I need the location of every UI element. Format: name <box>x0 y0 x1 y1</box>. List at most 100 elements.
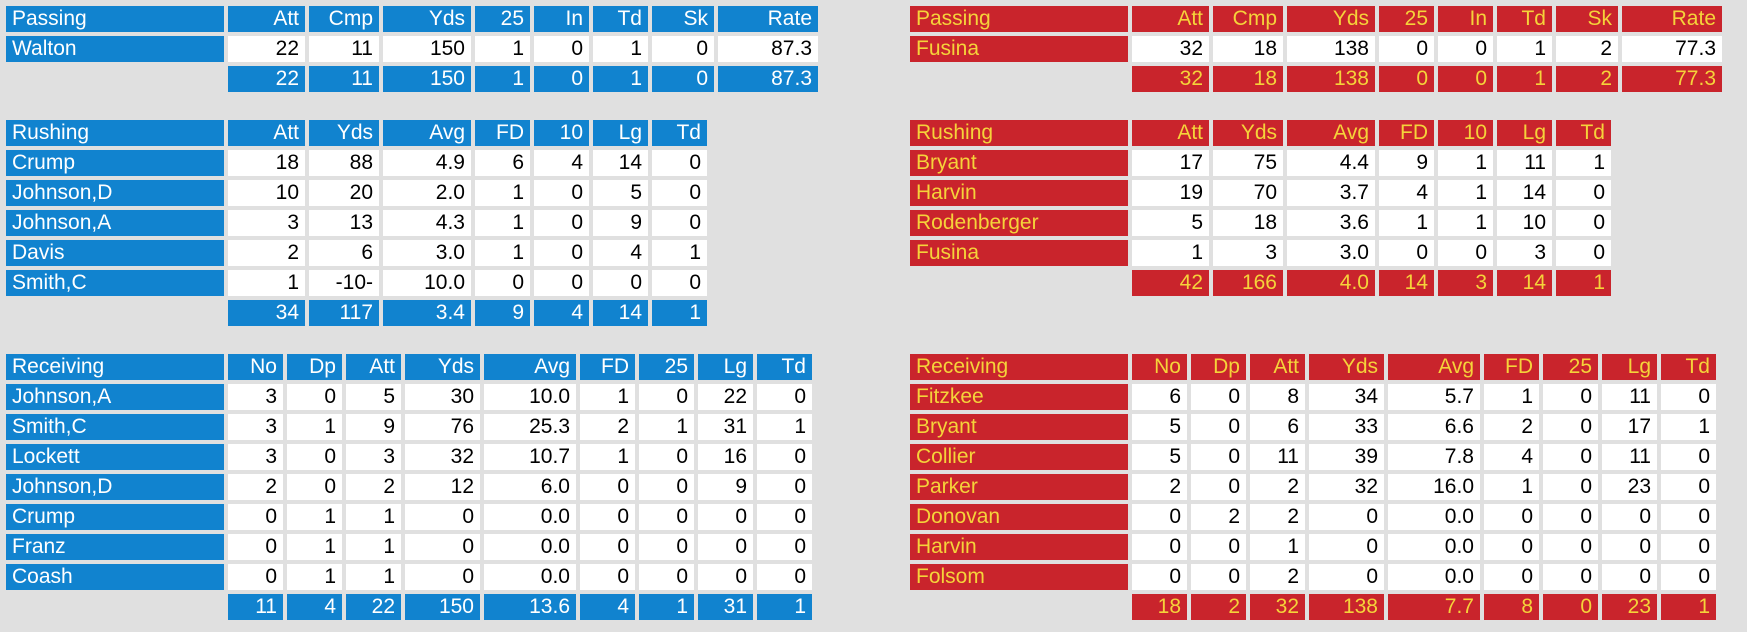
stat-cell: 150 <box>383 36 471 62</box>
player-row: Donovan 0 2 2 0 0.0 0 0 0 0 <box>910 504 1720 530</box>
stat-cell: 0 <box>1191 534 1246 560</box>
stat-cell: 0 <box>534 36 589 62</box>
stat-cell: 0 <box>1661 564 1716 590</box>
column-header: 25 <box>1543 354 1598 380</box>
stat-cell: 2 <box>1484 414 1539 440</box>
column-header: Att <box>1250 354 1305 380</box>
section-title: Passing <box>6 6 224 32</box>
stat-cell: 18 <box>1213 36 1283 62</box>
stat-cell: 33 <box>1309 414 1384 440</box>
stat-cell: 0 <box>228 504 283 530</box>
stat-cell: 0 <box>698 564 753 590</box>
home-receiving-table: Receiving No Dp Att Yds Avg FD 25 Lg Td Johnson,A 3… <box>6 354 816 624</box>
total-cell: 14 <box>1497 270 1552 296</box>
stat-cell: 32 <box>1132 36 1209 62</box>
stat-cell: 1 <box>475 36 530 62</box>
stat-cell: 31 <box>698 414 753 440</box>
stat-cell: 4 <box>1379 180 1434 206</box>
player-name: Franz <box>6 534 224 560</box>
stat-cell: 1 <box>287 564 342 590</box>
stat-cell: 1 <box>475 240 530 266</box>
stat-cell: 0 <box>757 504 812 530</box>
column-header: In <box>534 6 589 32</box>
stat-cell: 0 <box>405 504 480 530</box>
player-row: Harvin 19 70 3.7 4 1 14 0 <box>910 180 1615 206</box>
stat-cell: 32 <box>405 444 480 470</box>
player-name: Rodenberger <box>910 210 1128 236</box>
stat-cell: 12 <box>405 474 480 500</box>
stat-cell: 1 <box>228 270 305 296</box>
player-name: Collier <box>910 444 1128 470</box>
stat-cell: 2 <box>1250 504 1305 530</box>
column-header: Td <box>757 354 812 380</box>
column-header: Yds <box>383 6 471 32</box>
totals-row: 32 18 138 0 0 1 2 77.3 <box>910 66 1726 92</box>
stat-cell: 0 <box>228 534 283 560</box>
stat-cell: 4.4 <box>1287 150 1375 176</box>
stat-cell: 4.9 <box>383 150 471 176</box>
stat-cell: 1 <box>287 414 342 440</box>
stat-cell: 3.0 <box>383 240 471 266</box>
player-name: Lockett <box>6 444 224 470</box>
stat-cell: 6 <box>309 240 379 266</box>
stat-cell: 0 <box>757 444 812 470</box>
stat-cell: 3.7 <box>1287 180 1375 206</box>
column-header: Avg <box>383 120 471 146</box>
stat-cell: 39 <box>1309 444 1384 470</box>
stat-cell: 1 <box>346 504 401 530</box>
total-cell: 117 <box>309 300 379 326</box>
header-row: Passing Att Cmp Yds 25 In Td Sk Rate <box>6 6 822 32</box>
stat-cell: 6 <box>1250 414 1305 440</box>
column-header: Yds <box>405 354 480 380</box>
stat-cell: 0 <box>639 384 694 410</box>
player-row: Johnson,A 3 13 4.3 1 0 9 0 <box>6 210 711 236</box>
column-header: Td <box>1497 6 1552 32</box>
stat-cell: 0 <box>1543 474 1598 500</box>
stat-cell: 32 <box>1309 474 1384 500</box>
column-header: Sk <box>652 6 714 32</box>
column-header: Avg <box>1388 354 1480 380</box>
player-row: Collier 5 0 11 39 7.8 4 0 11 0 <box>910 444 1720 470</box>
stat-cell: 0 <box>757 474 812 500</box>
stat-cell: 0 <box>580 534 635 560</box>
stat-cell: 1 <box>475 180 530 206</box>
total-cell: 3 <box>1438 270 1493 296</box>
player-name: Bryant <box>910 414 1128 440</box>
totals-spacer <box>6 594 224 620</box>
stat-cell: 0 <box>1661 474 1716 500</box>
column-header: Rate <box>1622 6 1722 32</box>
total-cell: 77.3 <box>1622 66 1722 92</box>
stat-cell: 0 <box>639 534 694 560</box>
stat-cell: 0 <box>1556 240 1611 266</box>
column-header: Lg <box>1602 354 1657 380</box>
away-passing-table: Passing Att Cmp Yds 25 In Td Sk Rate Fusina 32 18 13… <box>910 6 1726 96</box>
header-row: Receiving No Dp Att Yds Avg FD 25 Lg Td <box>910 354 1720 380</box>
stat-cell: 0 <box>1484 564 1539 590</box>
stat-cell: 1 <box>1438 210 1493 236</box>
stat-cell: 1 <box>1438 180 1493 206</box>
stat-cell: 5 <box>1132 414 1187 440</box>
stat-cell: 34 <box>1309 384 1384 410</box>
total-cell: 1 <box>757 594 812 620</box>
stat-cell: 0 <box>580 474 635 500</box>
total-cell: 11 <box>309 66 379 92</box>
stat-cell: 20 <box>309 180 379 206</box>
stat-cell: 2 <box>1556 36 1618 62</box>
stat-cell: 0 <box>1191 444 1246 470</box>
player-row: Smith,C 3 1 9 76 25.3 2 1 31 1 <box>6 414 816 440</box>
stat-cell: 70 <box>1213 180 1283 206</box>
stat-cell: 3 <box>228 384 283 410</box>
total-cell: 1 <box>475 66 530 92</box>
total-cell: 87.3 <box>718 66 818 92</box>
stat-cell: 22 <box>698 384 753 410</box>
stat-cell: 0 <box>1309 534 1384 560</box>
stat-cell: 2 <box>1250 474 1305 500</box>
total-cell: 150 <box>383 66 471 92</box>
column-header: Att <box>1132 6 1209 32</box>
stat-cell: 0 <box>639 444 694 470</box>
total-cell: 0 <box>652 66 714 92</box>
player-name: Crump <box>6 504 224 530</box>
stat-cell: 0 <box>1484 504 1539 530</box>
away-rushing-table: Rushing Att Yds Avg FD 10 Lg Td Bryant 17 75 4.4 9 1 1… <box>910 120 1615 300</box>
totals-spacer <box>910 594 1128 620</box>
